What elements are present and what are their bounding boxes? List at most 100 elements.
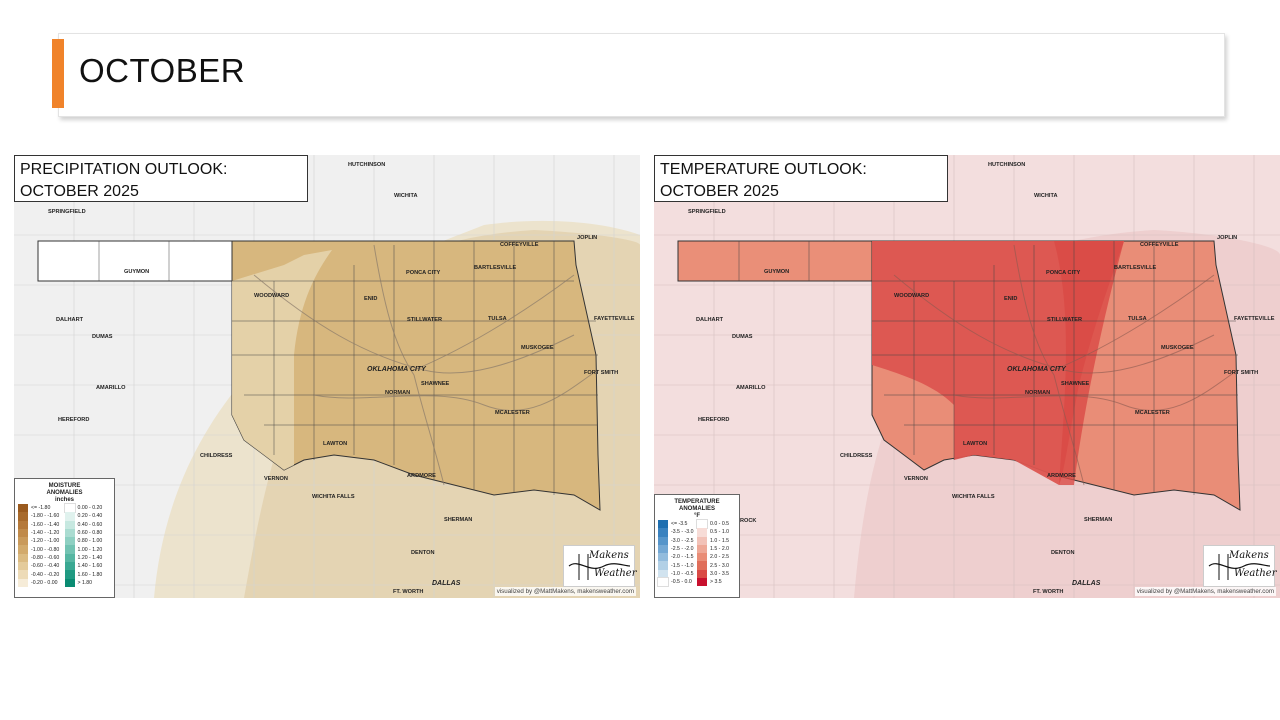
city-label: HEREFORD — [58, 417, 90, 423]
legend-title-line3: °F — [693, 513, 701, 519]
makens-weather-logo: Makens Weather — [1203, 545, 1277, 587]
map-credit: visualized by @MattMakens, makensweather… — [1134, 587, 1276, 596]
legend-swatch — [697, 553, 707, 562]
legend-item: -1.00 - -0.80 — [18, 545, 65, 554]
city-label: PONCA CITY — [406, 270, 441, 276]
legend-swatch — [18, 520, 28, 529]
city-label: SHERMAN — [1084, 517, 1113, 523]
legend-item: 1.0 - 1.5 — [697, 536, 736, 545]
city-label: ARDMORE — [1047, 473, 1076, 479]
city-label: ARDMORE — [407, 473, 436, 479]
legend-swatch — [64, 578, 75, 587]
legend-swatch — [64, 570, 75, 579]
legend-item: -2.5 - -2.0 — [658, 544, 697, 554]
temperature-map-title: TEMPERATURE OUTLOOK: OCTOBER 2025 — [654, 155, 948, 202]
legend-swatch — [697, 528, 707, 537]
logo-text-line1: Makens — [1229, 550, 1269, 561]
page-title: OCTOBER — [79, 52, 246, 89]
city-label: VERNON — [904, 476, 928, 482]
precipitation-map-canvas — [14, 155, 640, 598]
legend-swatch — [658, 528, 668, 537]
city-label: SPRINGFIELD — [48, 209, 86, 215]
legend-item: 1.00 - 1.20 — [64, 545, 112, 554]
city-label: DALHART — [696, 317, 724, 323]
city-label: NORMAN — [385, 390, 411, 396]
legend-swatch — [658, 561, 668, 570]
city-label: LAWTON — [963, 441, 988, 447]
legend-label: -1.60 - -1.40 — [31, 521, 60, 528]
city-label: WOODWARD — [894, 293, 930, 299]
city-label: COFFEYVILLE — [1140, 242, 1179, 248]
city-label: WICHITA FALLS — [952, 494, 995, 500]
city-label: LAWTON — [323, 441, 348, 447]
legend-item: -2.0 - -1.5 — [658, 553, 697, 562]
city-label: JOPLIN — [577, 235, 598, 241]
city-label: FAYETTEVILLE — [1234, 316, 1275, 322]
city-label: SHAWNEE — [1061, 381, 1090, 387]
oklahoma-counties — [98, 241, 598, 495]
legend-label: -3.0 - -2.5 — [671, 537, 694, 544]
logo-text-line1: Makens — [589, 550, 629, 561]
temperature-map: TEMPERATURE OUTLOOK: OCTOBER 2025 HUTCHI… — [654, 155, 1280, 598]
legend-label: -3.5 - -3.0 — [671, 529, 694, 536]
legend-item: -3.5 - -3.0 — [658, 528, 697, 537]
legend-item: > 3.5 — [697, 578, 736, 587]
city-label: MUSKOGEE — [1161, 345, 1194, 351]
legend-item: 0.20 - 0.40 — [64, 512, 112, 521]
oklahoma-counties — [738, 241, 1238, 495]
legend-label: 1.40 - 1.60 — [77, 563, 103, 570]
legend-label: -1.80 - -1.60 — [31, 513, 60, 520]
legend-label: -1.40 - -1.20 — [31, 530, 60, 537]
legend-label: 3.0 - 3.5 — [710, 570, 730, 577]
city-label: DUMAS — [732, 334, 753, 340]
legend-label: 0.20 - 0.40 — [77, 513, 103, 520]
temp-warm-stripe — [1054, 241, 1124, 485]
city-label: MCALESTER — [1135, 410, 1170, 416]
city-label: TULSA — [488, 316, 507, 322]
legend-item: 1.60 - 1.80 — [64, 570, 112, 579]
city-label: PONCA CITY — [1046, 270, 1081, 276]
legend-item: <= -3.5 — [658, 520, 697, 529]
makens-weather-logo: Makens Weather — [563, 545, 637, 587]
title-accent — [52, 39, 64, 108]
legend-swatch — [18, 562, 28, 571]
temperature-map-canvas — [654, 155, 1280, 598]
legend-swatch — [64, 528, 75, 538]
precipitation-title-line1: PRECIPITATION OUTLOOK: — [20, 161, 228, 178]
city-label: DALLAS — [432, 580, 461, 587]
city-label: HUTCHINSON — [988, 162, 1026, 168]
legend-item: 1.5 - 2.0 — [697, 544, 736, 554]
city-label: DENTON — [1051, 550, 1075, 556]
legend-swatch — [18, 570, 28, 579]
legend-column-left: <= -3.5 -3.5 - -3.0 -3.0 - -2.5 -2.5 - -2.0… — [657, 520, 697, 588]
legend-label: <= -1.80 — [31, 505, 51, 512]
city-label: COFFEYVILLE — [500, 242, 539, 248]
city-label: CHILDRESS — [840, 453, 873, 459]
legend-swatch — [697, 544, 707, 554]
legend-item: -1.5 - -1.0 — [658, 561, 697, 570]
legend-item: -0.80 - -0.60 — [18, 553, 65, 563]
highways — [253, 244, 599, 486]
city-label: WOODWARD — [254, 293, 290, 299]
legend-label: -1.00 - -0.80 — [31, 546, 60, 553]
city-label: ENID — [364, 296, 378, 302]
legend-swatch — [64, 553, 75, 563]
legend-label: 2.0 - 2.5 — [710, 554, 730, 561]
city-label: HEREFORD — [698, 417, 730, 423]
city-label: MUSKOGEE — [521, 345, 554, 351]
legend-swatch — [18, 504, 28, 513]
legend-column-right: 0.0 - 0.5 0.5 - 1.0 1.0 - 1.5 1.5 - 2.0 2.0 … — [696, 518, 736, 587]
legend-swatch — [18, 578, 28, 587]
city-label: TULSA — [1128, 316, 1147, 322]
legend-title-line1: TEMPERATURE — [674, 499, 720, 505]
temperature-title-line2: OCTOBER 2025 — [660, 183, 779, 200]
legend-swatch — [18, 528, 28, 538]
legend-item: 2.0 - 2.5 — [697, 553, 736, 562]
city-label: DALLAS — [1072, 580, 1101, 587]
legend-label: 0.5 - 1.0 — [710, 529, 730, 536]
city-label: OKLAHOMA CITY — [367, 366, 426, 373]
legend-swatch — [64, 545, 75, 554]
city-label: SHERMAN — [444, 517, 473, 523]
city-label: FAYETTEVILLE — [594, 316, 635, 322]
legend-item: 1.40 - 1.60 — [64, 562, 112, 571]
